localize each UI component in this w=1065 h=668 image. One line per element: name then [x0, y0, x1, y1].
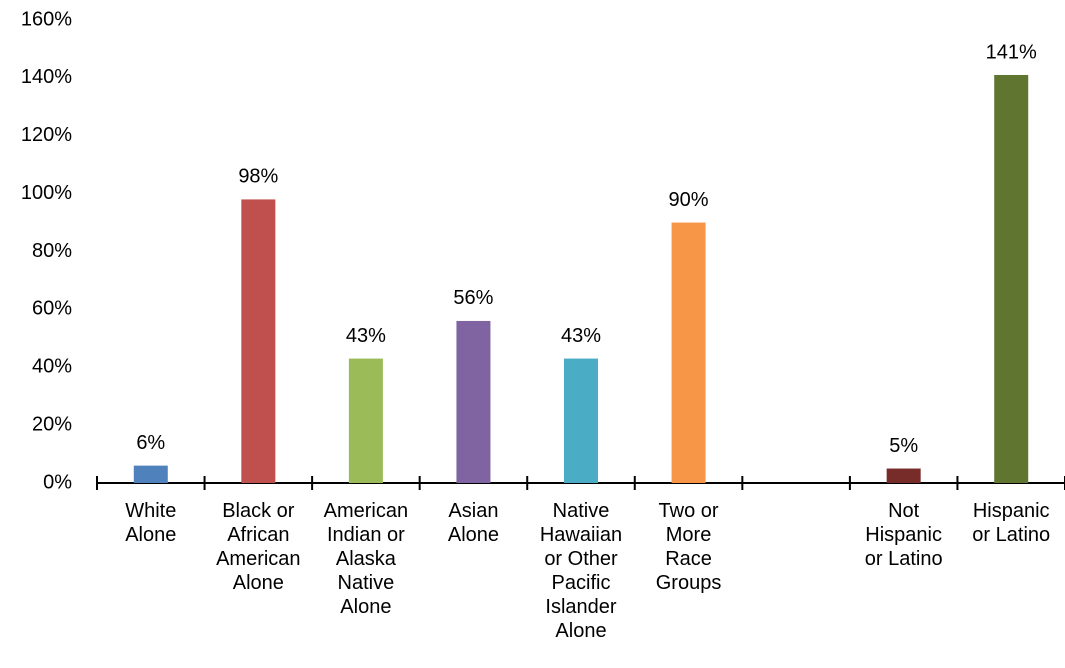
bar: [886, 468, 921, 483]
x-tick-label: Not Hispanic or Latino: [864, 500, 943, 570]
value-label: 6%: [136, 432, 165, 454]
y-tick-label: 100%: [21, 182, 72, 204]
bar: [456, 320, 491, 483]
value-label: 43%: [561, 325, 601, 347]
bar: [671, 222, 706, 483]
value-label: 43%: [346, 325, 386, 347]
y-tick-label: 160%: [21, 8, 72, 30]
y-tick-label: 120%: [21, 124, 72, 146]
x-tick-label: Two or More Race Groups: [655, 500, 722, 594]
y-tick-label: 20%: [32, 413, 72, 435]
x-tick-label: White Alone: [125, 500, 177, 546]
bar: [564, 358, 598, 483]
value-label: 5%: [889, 435, 918, 457]
x-tick-label: Native Hawaiian or Other Pacific Islande…: [539, 500, 623, 642]
bar: [348, 358, 383, 483]
value-label: 141%: [986, 41, 1037, 63]
y-tick-label: 40%: [32, 356, 72, 378]
value-label: 90%: [669, 189, 709, 211]
bar: [994, 74, 1029, 483]
bar: [241, 199, 276, 483]
y-tick-label: 60%: [32, 298, 72, 320]
y-tick-label: 80%: [32, 240, 72, 262]
x-tick-label: Asian Alone: [447, 500, 500, 546]
y-tick-label: 140%: [21, 66, 72, 88]
x-tick-label: Hispanic or Latino: [972, 500, 1051, 546]
y-tick-label: 0%: [43, 471, 72, 493]
bar: [133, 465, 168, 483]
x-tick-label: Black or African American Alone: [216, 500, 301, 594]
x-tick-label: American Indian or Alaska Native Alone: [323, 500, 409, 618]
value-label: 98%: [238, 166, 278, 188]
value-label: 56%: [453, 287, 493, 309]
